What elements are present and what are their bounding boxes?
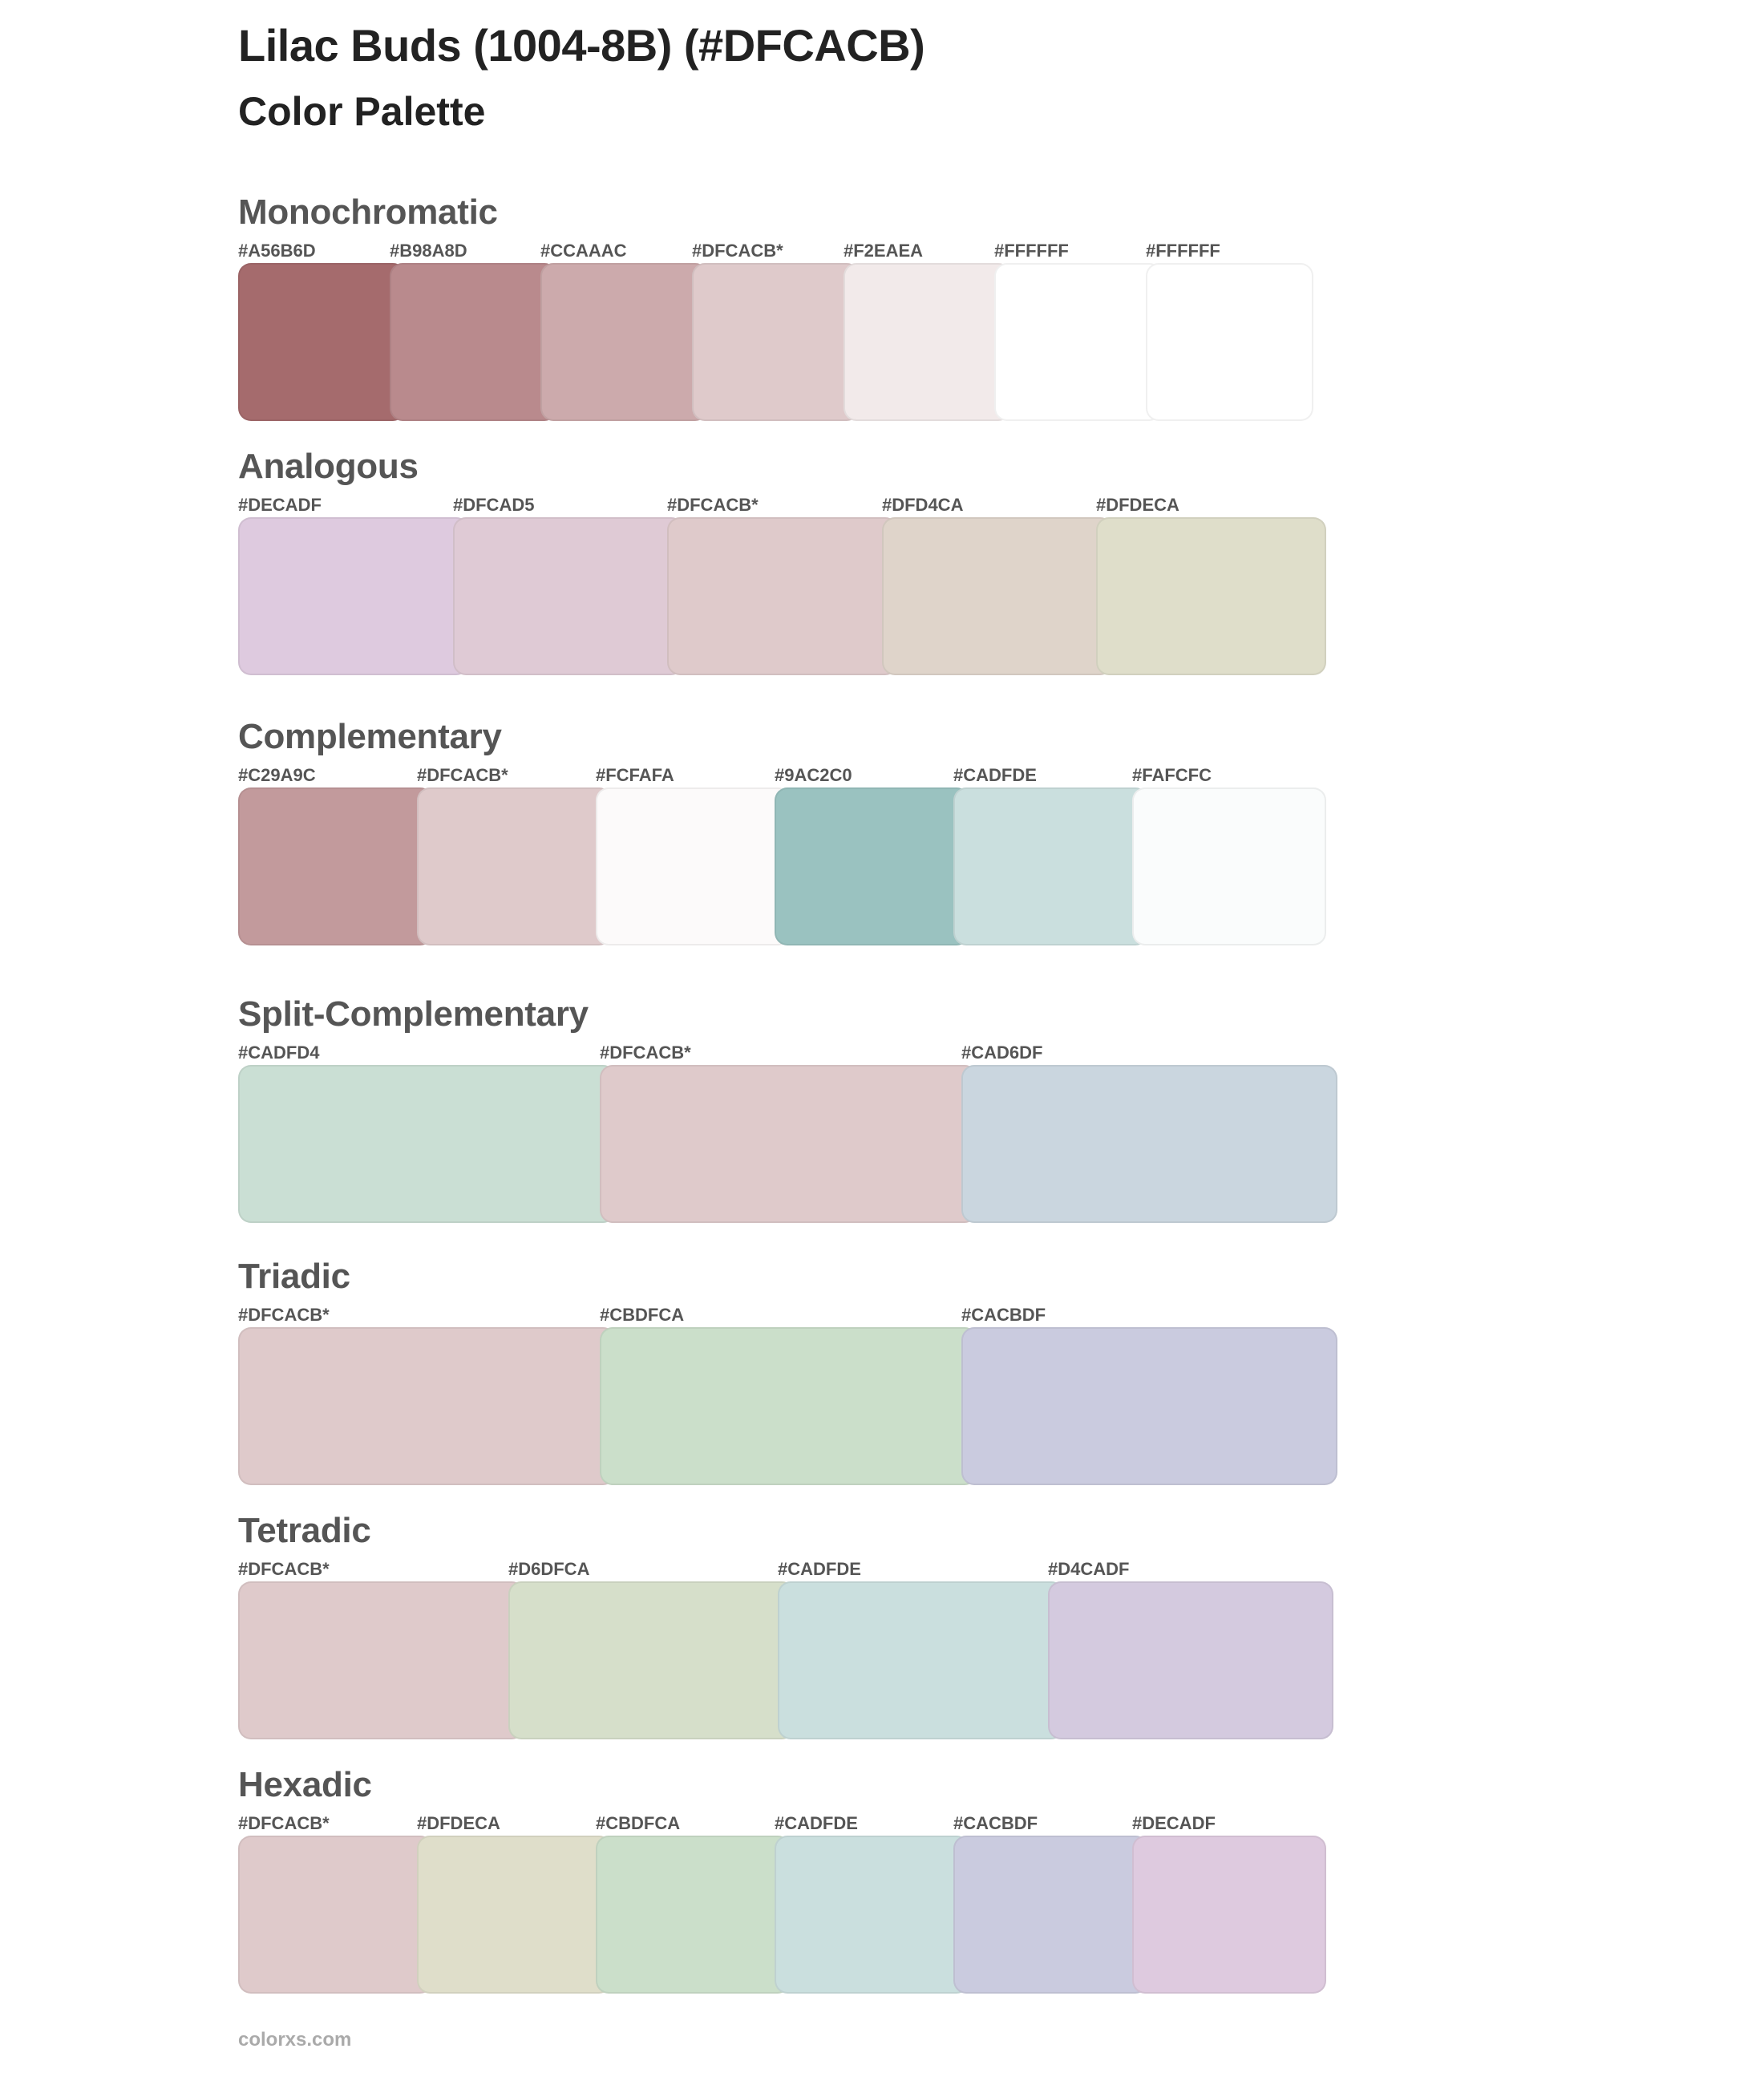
- section-tetradic: Tetradic #DFCACB* #D6DFCA #CADFDE #D4CAD…: [238, 1508, 1333, 1739]
- section-triadic: Triadic #DFCACB* #CBDFCA #CACBDF: [238, 1253, 1337, 1485]
- color-swatch[interactable]: [238, 1327, 616, 1485]
- swatch-labels: #A56B6D #B98A8D #CCAAAC #DFCACB* #F2EAEA…: [238, 241, 1310, 261]
- color-swatch[interactable]: [1048, 1581, 1333, 1739]
- color-swatch[interactable]: [1096, 517, 1326, 675]
- color-swatch[interactable]: [238, 263, 406, 421]
- color-swatch[interactable]: [238, 787, 433, 945]
- swatch-label: #FAFCFC: [1132, 765, 1212, 785]
- section-heading: Triadic: [238, 1257, 350, 1296]
- color-swatch[interactable]: [417, 1836, 612, 1994]
- swatch-label: #9AC2C0: [775, 765, 852, 785]
- swatch-row: [238, 787, 1326, 945]
- color-swatch[interactable]: [238, 1065, 616, 1223]
- swatch-label: #DFCACB*: [692, 241, 783, 261]
- color-swatch[interactable]: [596, 787, 791, 945]
- color-swatch[interactable]: [1146, 263, 1313, 421]
- swatch-label: #FFFFFF: [1146, 241, 1220, 261]
- swatch-label: #CACBDF: [961, 1305, 1046, 1325]
- swatch-labels: #DFCACB* #DFDECA #CBDFCA #CADFDE #CACBDF…: [238, 1813, 1326, 1834]
- swatch-labels: #DECADF #DFCAD5 #DFCACB* #DFD4CA #DFDECA: [238, 495, 1326, 516]
- color-swatch[interactable]: [238, 517, 469, 675]
- site-footer-link[interactable]: colorxs.com: [238, 2029, 352, 2051]
- color-swatch[interactable]: [953, 1836, 1148, 1994]
- color-swatch[interactable]: [994, 263, 1162, 421]
- color-swatch[interactable]: [540, 263, 708, 421]
- swatch-labels: #DFCACB* #CBDFCA #CACBDF: [238, 1305, 1337, 1326]
- swatch-label: #A56B6D: [238, 241, 316, 261]
- section-complementary: Complementary #C29A9C #DFCACB* #FCFAFA #…: [238, 714, 1326, 945]
- swatch-label: #F2EAEA: [844, 241, 924, 261]
- color-swatch[interactable]: [882, 517, 1113, 675]
- swatch-row: [238, 1581, 1333, 1739]
- section-heading: Hexadic: [238, 1765, 372, 1804]
- swatch-label: #DFDECA: [1096, 495, 1179, 515]
- swatch-labels: #DFCACB* #D6DFCA #CADFDE #D4CADF: [238, 1559, 1333, 1580]
- section-heading: Split-Complementary: [238, 994, 589, 1034]
- color-swatch[interactable]: [692, 263, 860, 421]
- section-heading: Analogous: [238, 447, 419, 486]
- swatch-label: #DFCACB*: [600, 1042, 691, 1063]
- swatch-label: #D4CADF: [1048, 1559, 1130, 1579]
- swatch-label: #CBDFCA: [596, 1813, 681, 1833]
- swatch-label: #DFCACB*: [238, 1559, 330, 1579]
- color-swatch[interactable]: [600, 1327, 977, 1485]
- section-heading: Complementary: [238, 717, 502, 756]
- page-subtitle: Color Palette: [238, 89, 486, 134]
- swatch-label: #CBDFCA: [600, 1305, 685, 1325]
- color-swatch[interactable]: [600, 1065, 977, 1223]
- color-swatch[interactable]: [1132, 1836, 1326, 1994]
- swatch-label: #DFD4CA: [882, 495, 964, 515]
- section-analogous: Analogous #DECADF #DFCAD5 #DFCACB* #DFD4…: [238, 443, 1326, 675]
- color-swatch[interactable]: [390, 263, 557, 421]
- swatch-label: #D6DFCA: [508, 1559, 590, 1579]
- color-swatch[interactable]: [775, 1836, 969, 1994]
- section-monochromatic: Monochromatic #A56B6D #B98A8D #CCAAAC #D…: [238, 189, 1313, 421]
- color-swatch[interactable]: [844, 263, 1011, 421]
- swatch-row: [238, 517, 1326, 675]
- swatch-label: #CCAAAC: [540, 241, 627, 261]
- swatch-label: #DFDECA: [417, 1813, 500, 1833]
- color-swatch[interactable]: [238, 1836, 433, 1994]
- color-swatch[interactable]: [238, 1581, 524, 1739]
- swatch-label: #CADFDE: [778, 1559, 861, 1579]
- swatch-labels: #C29A9C #DFCACB* #FCFAFA #9AC2C0 #CADFDE…: [238, 765, 1326, 786]
- swatch-label: #FFFFFF: [994, 241, 1069, 261]
- swatch-label: #B98A8D: [390, 241, 467, 261]
- page-title: Lilac Buds (1004-8B) (#DFCACB): [238, 20, 925, 71]
- swatch-label: #CADFDE: [953, 765, 1037, 785]
- section-split-complementary: Split-Complementary #CADFD4 #DFCACB* #CA…: [238, 991, 1337, 1223]
- swatch-label: #DFCACB*: [238, 1305, 330, 1325]
- swatch-label: #DFCACB*: [417, 765, 508, 785]
- color-swatch[interactable]: [417, 787, 612, 945]
- color-swatch[interactable]: [961, 1327, 1337, 1485]
- swatch-label: #DECADF: [238, 495, 322, 515]
- swatch-label: #CADFD4: [238, 1042, 320, 1063]
- swatch-label: #DFCACB*: [667, 495, 759, 515]
- swatch-row: [238, 263, 1313, 421]
- color-swatch[interactable]: [953, 787, 1148, 945]
- swatch-label: #CADFDE: [775, 1813, 858, 1833]
- swatch-label: #C29A9C: [238, 765, 316, 785]
- section-heading: Monochromatic: [238, 192, 498, 232]
- color-swatch[interactable]: [453, 517, 684, 675]
- section-heading: Tetradic: [238, 1511, 371, 1550]
- swatch-label: #DECADF: [1132, 1813, 1216, 1833]
- section-hexadic: Hexadic #DFCACB* #DFDECA #CBDFCA #CADFDE…: [238, 1762, 1326, 1994]
- swatch-row: [238, 1065, 1337, 1223]
- color-swatch[interactable]: [775, 787, 969, 945]
- color-swatch[interactable]: [596, 1836, 791, 1994]
- swatch-labels: #CADFD4 #DFCACB* #CAD6DF: [238, 1042, 1337, 1063]
- swatch-label: #FCFAFA: [596, 765, 674, 785]
- color-swatch[interactable]: [778, 1581, 1064, 1739]
- swatch-label: #DFCACB*: [238, 1813, 330, 1833]
- color-swatch[interactable]: [667, 517, 898, 675]
- swatch-label: #CACBDF: [953, 1813, 1038, 1833]
- color-swatch[interactable]: [961, 1065, 1337, 1223]
- color-swatch[interactable]: [1132, 787, 1326, 945]
- swatch-row: [238, 1327, 1337, 1485]
- color-swatch[interactable]: [508, 1581, 795, 1739]
- swatch-label: #DFCAD5: [453, 495, 535, 515]
- swatch-row: [238, 1836, 1326, 1994]
- swatch-label: #CAD6DF: [961, 1042, 1043, 1063]
